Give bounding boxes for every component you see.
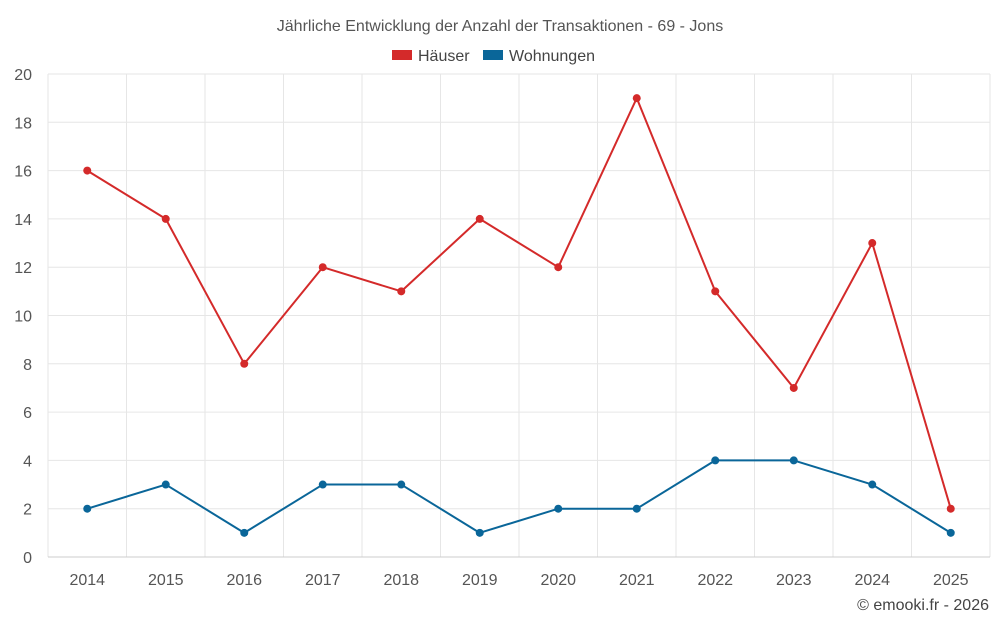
data-point-wohnungen[interactable] [554, 504, 563, 513]
series-layer [83, 94, 955, 537]
data-point-haeuser[interactable] [789, 383, 798, 392]
x-tick-label: 2023 [776, 572, 812, 589]
data-point-haeuser[interactable] [946, 504, 955, 513]
data-point-haeuser[interactable] [632, 94, 641, 103]
data-point-haeuser[interactable] [240, 359, 249, 368]
x-tick-label: 2021 [619, 572, 655, 589]
legend-swatch-wohnungen [483, 50, 503, 60]
data-point-wohnungen[interactable] [397, 480, 406, 489]
data-point-wohnungen[interactable] [318, 480, 327, 489]
data-point-haeuser[interactable] [397, 287, 406, 296]
y-tick-label: 4 [23, 453, 32, 470]
data-point-wohnungen[interactable] [632, 504, 641, 513]
data-point-haeuser[interactable] [475, 214, 484, 223]
data-point-wohnungen[interactable] [475, 528, 484, 537]
series-line-wohnungen [86, 459, 952, 534]
credit-text: © emooki.fr - 2026 [857, 597, 989, 614]
y-tick-label: 0 [23, 550, 32, 567]
data-point-wohnungen[interactable] [161, 480, 170, 489]
data-point-wohnungen[interactable] [946, 528, 955, 537]
y-tick-label: 16 [14, 164, 32, 181]
y-tick-label: 20 [14, 67, 32, 84]
x-tick-label: 2020 [540, 572, 576, 589]
data-point-haeuser[interactable] [83, 166, 92, 175]
data-point-wohnungen[interactable] [789, 456, 798, 465]
y-tick-label: 10 [14, 309, 32, 326]
y-tick-label: 14 [14, 212, 32, 229]
legend-item-haeuser[interactable]: Häuser [392, 48, 470, 65]
y-tick-label: 6 [23, 405, 32, 422]
legend: Häuser Wohnungen [392, 48, 595, 65]
y-axis-ticks: 0 2 4 6 8 10 12 14 16 18 20 [14, 67, 32, 567]
legend-label-wohnungen: Wohnungen [509, 48, 595, 65]
data-point-wohnungen[interactable] [868, 480, 877, 489]
x-tick-label: 2016 [226, 572, 262, 589]
data-point-wohnungen[interactable] [711, 456, 720, 465]
data-point-haeuser[interactable] [554, 263, 563, 272]
x-tick-label: 2022 [697, 572, 733, 589]
series-wohnungen [83, 456, 955, 537]
data-point-haeuser[interactable] [318, 263, 327, 272]
x-tick-label: 2014 [69, 572, 105, 589]
series-haeuser [83, 94, 955, 513]
data-point-haeuser[interactable] [711, 287, 720, 296]
y-tick-label: 8 [23, 357, 32, 374]
y-tick-label: 2 [23, 502, 32, 519]
x-tick-label: 2019 [462, 572, 498, 589]
data-point-haeuser[interactable] [161, 214, 170, 223]
legend-item-wohnungen[interactable]: Wohnungen [483, 48, 595, 65]
x-tick-label: 2017 [305, 572, 341, 589]
legend-label-haeuser: Häuser [418, 48, 470, 65]
data-point-wohnungen[interactable] [240, 528, 249, 537]
series-line-haeuser [86, 97, 952, 509]
data-point-haeuser[interactable] [868, 239, 877, 248]
chart-title: Jährliche Entwicklung der Anzahl der Tra… [277, 18, 723, 35]
x-tick-label: 2024 [854, 572, 890, 589]
y-tick-label: 12 [14, 260, 32, 277]
y-tick-label: 18 [14, 115, 32, 132]
x-tick-label: 2025 [933, 572, 969, 589]
data-point-wohnungen[interactable] [83, 504, 92, 513]
x-tick-label: 2015 [148, 572, 184, 589]
x-tick-label: 2018 [383, 572, 419, 589]
x-axis-ticks: 2014 2015 2016 2017 2018 2019 2020 2021 2022 2023… [69, 572, 968, 589]
legend-swatch-haeuser [392, 50, 412, 60]
